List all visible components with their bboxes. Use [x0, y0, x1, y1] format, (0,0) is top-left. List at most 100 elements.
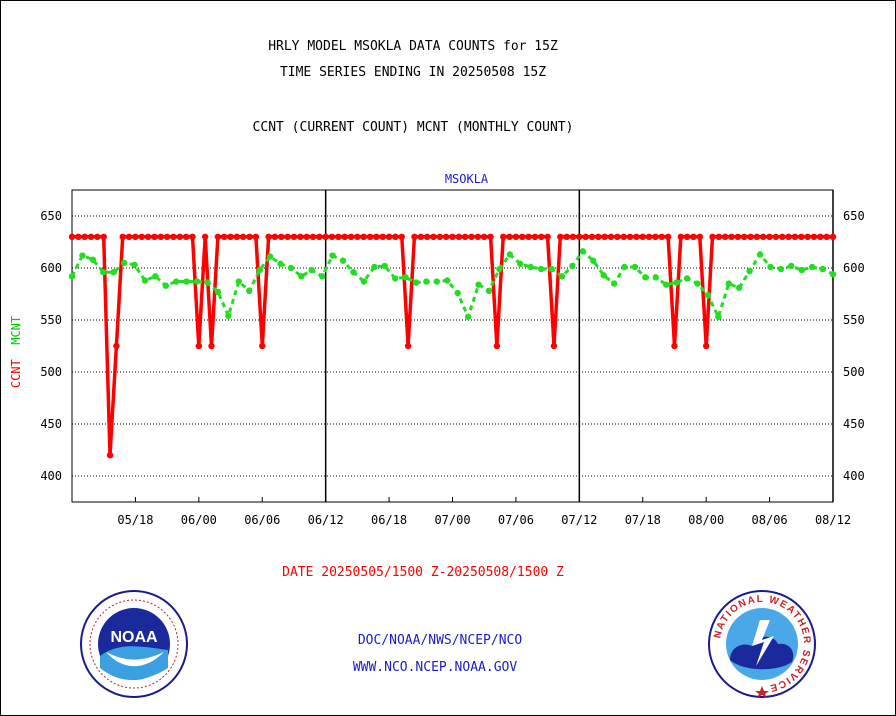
data-point-ccnt	[500, 233, 507, 240]
data-point-ccnt	[481, 233, 488, 240]
data-point-ccnt	[715, 233, 723, 240]
data-point-mcnt	[819, 265, 826, 273]
data-point-ccnt	[639, 233, 646, 240]
data-point-mcnt	[475, 281, 482, 288]
data-point-ccnt	[278, 233, 285, 240]
data-point-ccnt	[436, 233, 444, 240]
data-point-mcnt	[517, 260, 524, 268]
data-point-ccnt	[385, 233, 393, 240]
data-point-ccnt	[354, 233, 361, 240]
data-point-ccnt	[449, 233, 456, 240]
data-point-mcnt	[663, 281, 670, 288]
data-point-mcnt	[423, 278, 430, 285]
data-point-mcnt	[579, 248, 587, 255]
data-point-ccnt	[798, 233, 805, 240]
data-point-ccnt	[474, 233, 482, 240]
data-point-mcnt	[89, 256, 97, 263]
data-point-mcnt	[496, 265, 503, 273]
data-point-mcnt	[725, 280, 732, 287]
data-point-mcnt	[621, 263, 628, 271]
data-point-ccnt	[487, 233, 494, 240]
x-tick-label: 06/00	[181, 513, 217, 527]
data-point-mcnt	[569, 262, 576, 270]
data-point-ccnt	[702, 342, 710, 350]
header-subtitle: TIME SERIES ENDING IN 20250508 15Z	[279, 65, 547, 80]
data-point-ccnt	[398, 233, 405, 240]
y-tick-label-left: 500	[40, 365, 62, 379]
data-point-mcnt	[652, 274, 659, 281]
y-tick-label-right: 500	[843, 365, 865, 379]
header-legend-description: CCNT (CURRENT COUNT) MCNT (MONTHLY COUNT…	[252, 120, 574, 135]
noaa-logo-text: NOAA	[110, 629, 158, 646]
data-point-ccnt	[430, 233, 437, 240]
data-point-mcnt	[350, 268, 357, 276]
data-point-mcnt	[735, 284, 743, 291]
data-point-mcnt	[464, 313, 472, 321]
data-point-mcnt	[193, 278, 201, 285]
x-tick-label: 07/00	[434, 513, 470, 527]
data-point-ccnt	[512, 233, 520, 240]
data-point-mcnt	[537, 265, 545, 273]
data-point-ccnt	[671, 342, 678, 350]
data-point-mcnt	[183, 278, 190, 285]
data-point-mcnt	[329, 252, 336, 259]
data-point-mcnt	[433, 278, 441, 285]
date-range: DATE 20250505/1500 Z-20250508/1500 Z	[282, 565, 564, 580]
data-point-ccnt	[588, 233, 596, 240]
data-point-ccnt	[411, 233, 418, 240]
data-point-ccnt	[176, 233, 184, 240]
data-point-ccnt	[316, 233, 323, 240]
data-point-ccnt	[417, 233, 424, 240]
data-point-ccnt	[544, 233, 551, 240]
data-point-ccnt	[303, 233, 310, 240]
data-point-mcnt	[506, 251, 514, 258]
data-point-ccnt	[227, 233, 234, 240]
data-point-ccnt	[734, 233, 742, 240]
data-point-ccnt	[620, 233, 627, 240]
data-point-ccnt	[347, 233, 355, 240]
data-point-ccnt	[170, 233, 177, 240]
x-tick-label: 06/12	[308, 513, 344, 527]
data-point-mcnt	[715, 313, 722, 321]
data-point-mcnt	[767, 263, 774, 271]
data-point-ccnt	[760, 233, 767, 240]
data-point-ccnt	[259, 342, 266, 350]
data-point-ccnt	[100, 233, 107, 240]
data-point-ccnt	[240, 233, 247, 240]
data-point-ccnt	[728, 233, 735, 240]
data-point-ccnt	[144, 233, 152, 240]
data-point-mcnt	[527, 263, 534, 271]
x-tick-label: 06/18	[371, 513, 407, 527]
data-point-mcnt	[412, 279, 420, 286]
data-point-mcnt	[381, 262, 388, 270]
x-tick-label: 07/18	[625, 513, 661, 527]
data-point-ccnt	[601, 233, 608, 240]
data-point-ccnt	[297, 233, 304, 240]
data-point-mcnt	[798, 266, 805, 274]
x-tick-label: 06/06	[244, 513, 280, 527]
data-point-ccnt	[341, 233, 348, 240]
data-point-ccnt	[125, 233, 133, 240]
data-point-ccnt	[151, 233, 158, 240]
data-point-ccnt	[817, 233, 824, 240]
data-point-ccnt	[246, 233, 253, 240]
data-point-ccnt	[252, 233, 260, 240]
data-point-ccnt	[804, 233, 811, 240]
y-tick-label-left: 400	[40, 469, 62, 483]
data-point-mcnt	[788, 262, 795, 270]
data-point-ccnt	[157, 233, 164, 240]
data-point-ccnt	[309, 233, 317, 240]
data-point-ccnt	[582, 233, 589, 240]
data-point-ccnt	[335, 233, 342, 240]
data-point-ccnt	[563, 233, 570, 240]
data-point-mcnt	[225, 312, 232, 320]
data-point-ccnt	[525, 233, 532, 240]
data-point-mcnt	[485, 287, 493, 295]
x-tick-label: 05/18	[117, 513, 153, 527]
data-point-ccnt	[373, 233, 380, 240]
x-tick-label: 07/06	[498, 513, 534, 527]
data-point-mcnt	[371, 263, 378, 271]
data-point-ccnt	[810, 233, 818, 240]
data-point-ccnt	[233, 233, 241, 240]
